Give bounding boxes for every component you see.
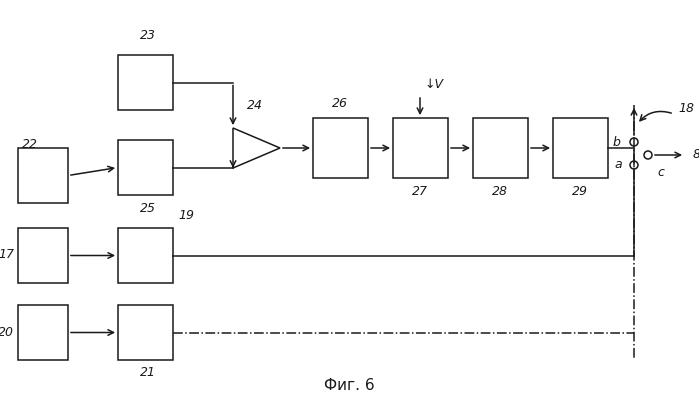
Text: 18: 18 xyxy=(678,101,694,115)
Text: 19: 19 xyxy=(178,209,194,222)
Bar xyxy=(118,228,173,283)
Bar xyxy=(553,118,608,178)
Text: 24: 24 xyxy=(247,99,263,112)
Text: 20: 20 xyxy=(0,326,14,338)
Text: 17: 17 xyxy=(0,249,14,261)
Text: 25: 25 xyxy=(140,202,156,215)
Text: c: c xyxy=(657,166,664,179)
Bar xyxy=(393,118,448,178)
Text: b: b xyxy=(612,136,620,148)
Text: 21: 21 xyxy=(140,366,156,379)
Bar xyxy=(18,305,68,360)
Text: a: a xyxy=(614,158,622,172)
Text: 23: 23 xyxy=(140,29,156,42)
Bar xyxy=(313,118,368,178)
Text: 29: 29 xyxy=(572,185,588,198)
Text: 26: 26 xyxy=(332,97,348,110)
Bar xyxy=(118,305,173,360)
Bar xyxy=(118,55,173,110)
Text: 8: 8 xyxy=(693,148,699,162)
Bar xyxy=(118,140,173,195)
Text: Фиг. 6: Фиг. 6 xyxy=(324,377,374,393)
Text: ↓V: ↓V xyxy=(424,78,443,91)
Text: 28: 28 xyxy=(492,185,508,198)
Polygon shape xyxy=(233,128,280,168)
Bar xyxy=(473,118,528,178)
Text: 27: 27 xyxy=(412,185,428,198)
Bar xyxy=(18,228,68,283)
Text: 22: 22 xyxy=(22,138,38,151)
Bar xyxy=(18,148,68,203)
